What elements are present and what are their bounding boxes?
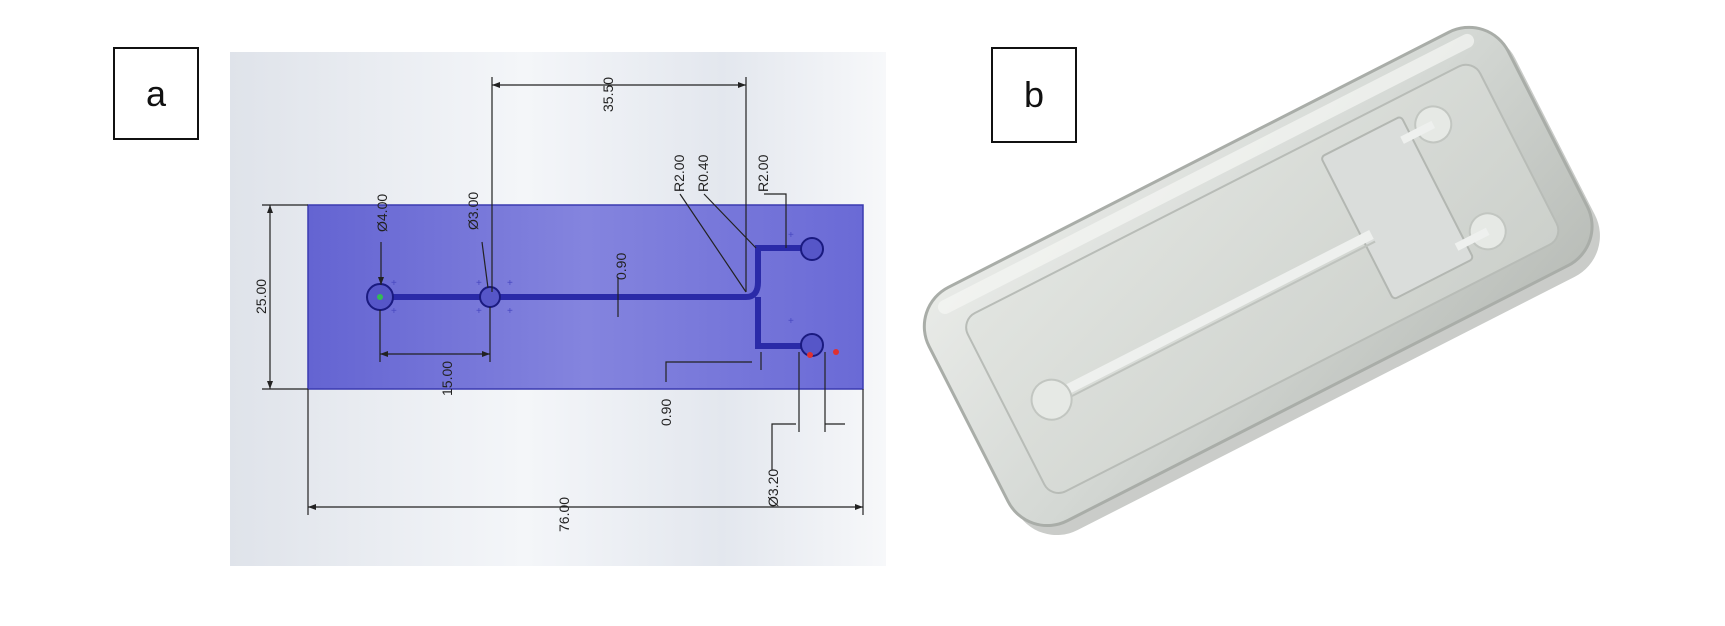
dim-leader — [771, 423, 796, 470]
dim-arrow — [378, 277, 384, 285]
dim-top-span: 35.50 — [600, 77, 616, 112]
svg-text:+: + — [476, 278, 482, 289]
cad-drawing: + + + + + + + + — [230, 52, 886, 566]
chip-main-channel — [1057, 229, 1374, 398]
branch-channel — [745, 245, 810, 349]
outlet-port-bottom — [800, 333, 824, 357]
chip-outlet-channel — [1400, 120, 1436, 144]
svg-text:+: + — [788, 230, 794, 241]
dim-arrow — [855, 504, 863, 510]
dim-outlet-diameter: Ø3.20 — [765, 469, 781, 507]
dim-branch-width: 0.90 — [658, 399, 674, 426]
inlet-center — [377, 294, 383, 300]
dim-inlet-diameter: Ø4.00 — [374, 194, 390, 232]
dim-arrow — [492, 82, 500, 88]
dim-channel-width: 0.90 — [613, 253, 629, 280]
chip-main-channel-edge — [1062, 240, 1376, 402]
chip-highlight — [937, 33, 1475, 314]
chip-photo — [922, 25, 1600, 536]
panel-label-b: b — [991, 47, 1077, 143]
panel-label-a: a — [113, 47, 199, 140]
svg-text:+: + — [788, 316, 794, 327]
dim-arrow — [267, 381, 273, 389]
dim-arrow — [267, 205, 273, 213]
chip-inlet — [1030, 378, 1073, 421]
dim-chamber-diameter: Ø3.00 — [465, 192, 481, 230]
construction-marks: + + + + + + + + — [391, 230, 794, 327]
dim-inlet-spacing: 15.00 — [439, 361, 455, 396]
outlet-port-top — [800, 237, 824, 261]
dim-arrow — [308, 504, 316, 510]
chip-chamber — [1321, 116, 1474, 300]
dim-radius-3: R2.00 — [755, 154, 771, 192]
radius-leader — [679, 193, 747, 293]
svg-text:+: + — [476, 306, 482, 317]
radius-leader — [764, 193, 787, 248]
radius-leader — [703, 193, 757, 249]
dim-arrow — [482, 351, 490, 357]
svg-text:+: + — [391, 278, 397, 289]
dim-arrow — [738, 82, 746, 88]
svg-text:+: + — [507, 306, 513, 317]
dim-radius-2: R0.40 — [695, 154, 711, 192]
dim-chip-width: 25.00 — [253, 279, 269, 314]
diameter-leader — [481, 241, 489, 289]
dim-radius-1: R2.00 — [671, 154, 687, 192]
chip-outlet-channel — [1454, 227, 1490, 251]
sketch-point — [833, 349, 839, 355]
dim-leader — [665, 361, 752, 382]
chamber-port — [479, 286, 501, 308]
dim-arrow — [380, 351, 388, 357]
sketch-point — [807, 352, 813, 358]
svg-text:+: + — [391, 306, 397, 317]
dim-chip-length: 76.00 — [556, 497, 572, 532]
svg-text:+: + — [507, 278, 513, 289]
